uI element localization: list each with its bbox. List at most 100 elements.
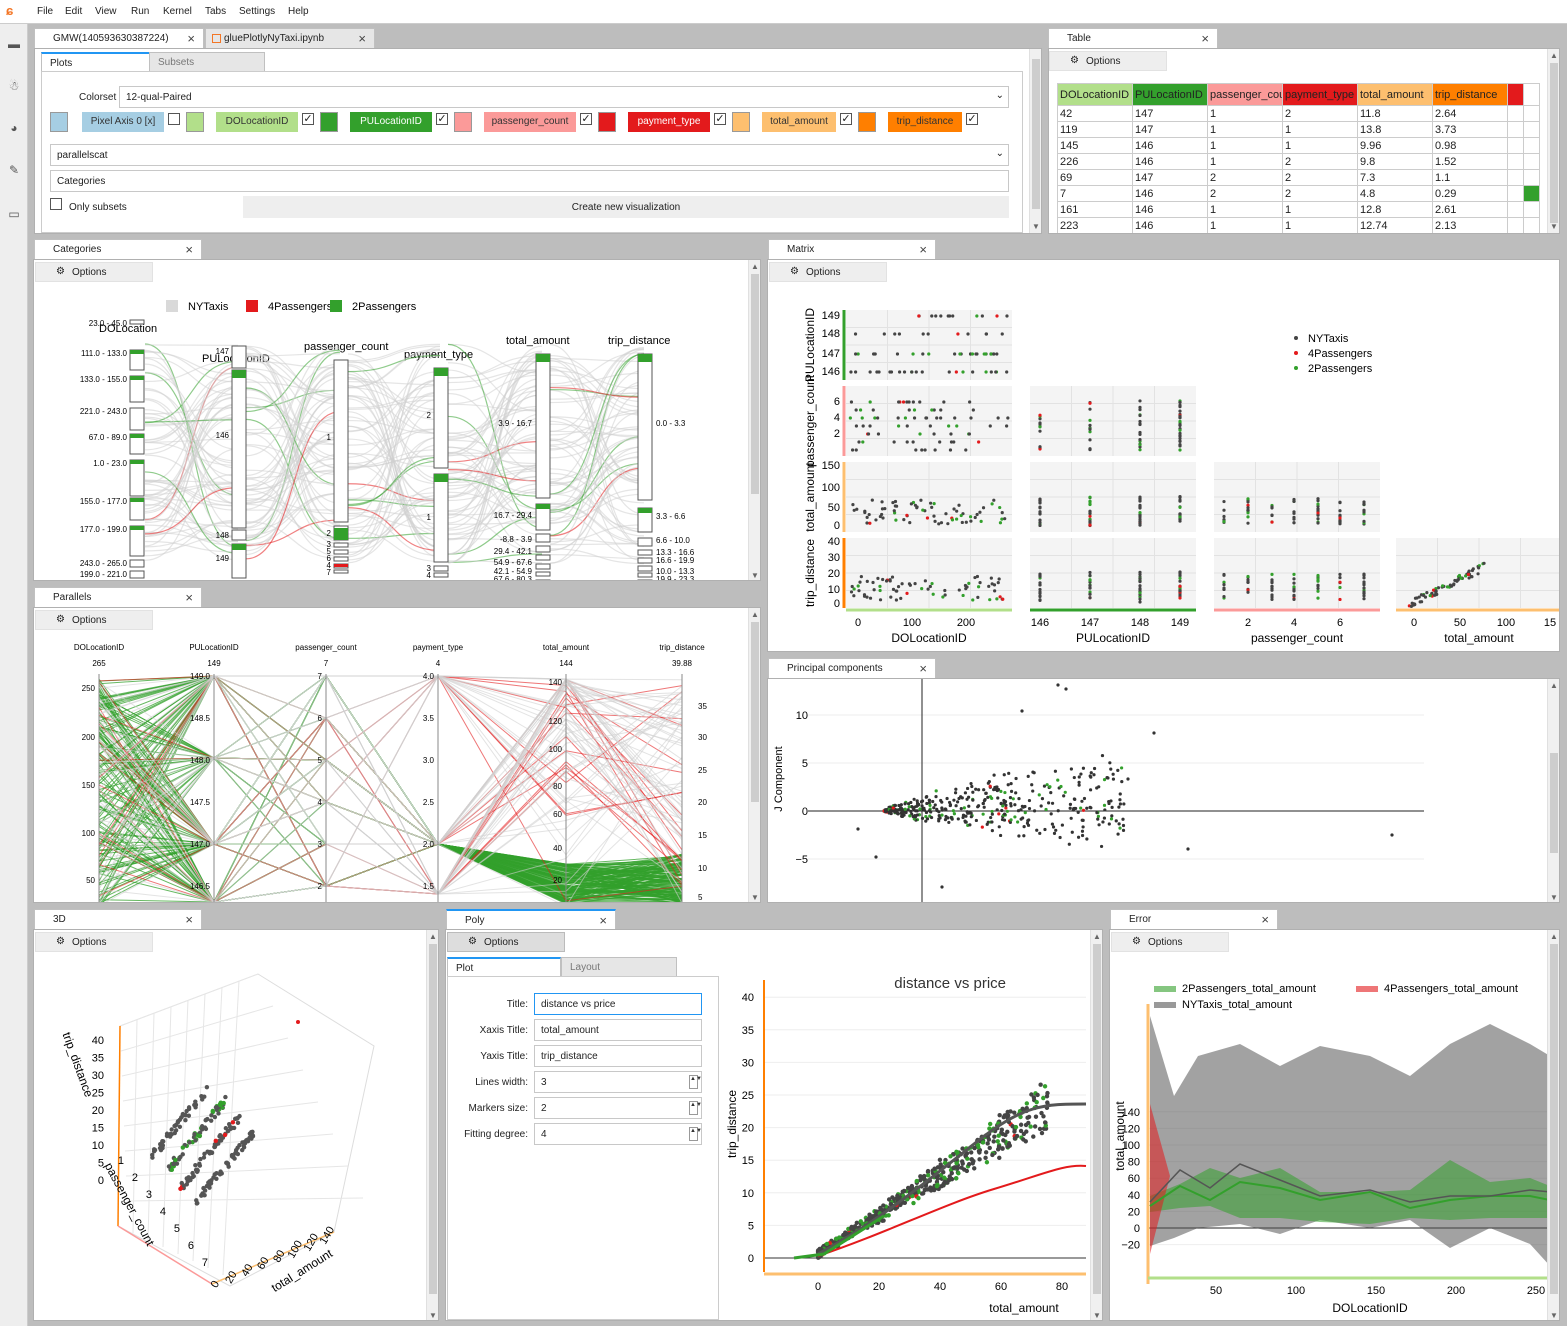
- menu-kernel[interactable]: Kernel: [163, 6, 192, 17]
- tab-plots[interactable]: Plots: [41, 52, 151, 72]
- close-icon[interactable]: ×: [919, 242, 927, 257]
- axis-chip-3[interactable]: passenger_count: [484, 112, 576, 132]
- table-header-cell[interactable]: payment_type: [1282, 83, 1358, 106]
- stepper-icon[interactable]: ▲▼: [689, 1101, 702, 1115]
- table-header-cell[interactable]: PULocationID: [1132, 83, 1208, 106]
- axis-checkbox-6[interactable]: ✓: [966, 113, 978, 125]
- axis-chip-6[interactable]: trip_distance: [888, 112, 962, 132]
- colorset-select[interactable]: 12-qual-Paired ⌄: [119, 86, 1009, 108]
- parallel-coordinates-chart[interactable]: DOLocationID265PULocationID149passenger_…: [34, 634, 746, 903]
- menu-run[interactable]: Run: [131, 6, 150, 17]
- tab-plot[interactable]: Plot: [447, 957, 561, 977]
- axis-chip-1[interactable]: DOLocationID: [216, 112, 298, 132]
- tab-principal-components[interactable]: Principal components ×: [768, 658, 936, 678]
- axis-chip-5[interactable]: total_amount: [762, 112, 836, 132]
- poly-field-2[interactable]: trip_distance: [534, 1045, 702, 1067]
- scrollbar[interactable]: ▼: [1029, 49, 1041, 233]
- threed-options-button[interactable]: ⚙ Options: [35, 932, 153, 952]
- tab-categories[interactable]: Categories ×: [34, 239, 202, 259]
- menu-help[interactable]: Help: [288, 6, 309, 17]
- close-icon[interactable]: ×: [185, 242, 193, 257]
- poly-field-5[interactable]: 4 ▲▼: [534, 1123, 702, 1145]
- scrollbar[interactable]: ▲ ▼: [1547, 930, 1559, 1320]
- axis-checkbox-5[interactable]: ✓: [840, 113, 852, 125]
- tab-error[interactable]: Error ×: [1110, 909, 1278, 929]
- axis-chip-0[interactable]: Pixel Axis 0 [x]: [82, 112, 164, 132]
- scrollbar[interactable]: ▲ ▼: [748, 260, 760, 580]
- axis-checkbox-3[interactable]: ✓: [580, 113, 592, 125]
- scrollbar[interactable]: ▲ ▼: [1090, 930, 1102, 1320]
- poly-field-1[interactable]: total_amount: [534, 1019, 702, 1041]
- tab-layout[interactable]: Layout: [561, 957, 677, 977]
- palette-icon[interactable]: ◕: [10, 121, 18, 135]
- color-swatch[interactable]: [598, 112, 616, 132]
- table-row[interactable]: 42 147 1 2 11.8 2.64: [1057, 105, 1540, 122]
- close-icon[interactable]: ×: [358, 31, 366, 46]
- scrollbar[interactable]: ▲ ▼: [748, 608, 760, 902]
- tab-subsets[interactable]: Subsets: [149, 52, 265, 72]
- create-visualization-button[interactable]: Create new visualization: [243, 196, 1009, 218]
- table-row[interactable]: 223 146 1 1 12.74 2.13: [1057, 217, 1540, 233]
- table-row[interactable]: 161 146 1 1 12.8 2.61: [1057, 201, 1540, 218]
- menu-edit[interactable]: Edit: [65, 6, 83, 17]
- tab-parallels[interactable]: Parallels ×: [34, 587, 202, 607]
- close-icon[interactable]: ×: [1261, 912, 1269, 927]
- color-swatch[interactable]: [186, 112, 204, 132]
- menu-view[interactable]: View: [95, 6, 117, 17]
- table-row[interactable]: 7 146 2 2 4.8 0.29: [1057, 185, 1540, 202]
- poly-options-button[interactable]: ⚙ Options: [447, 932, 565, 952]
- color-swatch[interactable]: [858, 112, 876, 132]
- error-options-button[interactable]: ⚙ Options: [1111, 932, 1229, 952]
- close-icon[interactable]: ×: [185, 590, 193, 605]
- close-icon[interactable]: ×: [599, 913, 607, 928]
- folder-icon[interactable]: ▬: [8, 37, 20, 51]
- error-band-chart[interactable]: 2Passengers_total_amount 4Passengers_tota…: [1110, 956, 1548, 1320]
- tab-table[interactable]: Table ×: [1048, 28, 1218, 48]
- axis-chip-4[interactable]: payment_type: [628, 112, 710, 132]
- color-swatch[interactable]: [732, 112, 750, 132]
- table-row[interactable]: 226 146 1 2 9.8 1.52: [1057, 153, 1540, 170]
- poly-field-4[interactable]: 2 ▲▼: [534, 1097, 702, 1119]
- scrollbar[interactable]: ▲ ▼: [1547, 49, 1559, 233]
- table-options-button[interactable]: ⚙ Options: [1049, 51, 1167, 71]
- scrollbar[interactable]: ▲ ▼: [1547, 679, 1559, 902]
- plot-type-select[interactable]: parallelscat ⌄: [50, 144, 1009, 166]
- tabs-icon[interactable]: ▭: [8, 207, 20, 221]
- table-header-cell[interactable]: passenger_count: [1207, 83, 1283, 106]
- plot-name-input[interactable]: Categories: [50, 170, 1009, 192]
- stepper-icon[interactable]: ▲▼: [689, 1127, 702, 1141]
- parallels-options-button[interactable]: ⚙ Options: [35, 610, 153, 630]
- axis-checkbox-0[interactable]: [168, 113, 180, 125]
- table-header-cell[interactable]: DOLocationID: [1057, 83, 1133, 106]
- running-icon[interactable]: ☃: [8, 79, 20, 93]
- close-icon[interactable]: ×: [1201, 31, 1209, 46]
- close-icon[interactable]: ×: [919, 661, 927, 676]
- color-swatch[interactable]: [454, 112, 472, 132]
- tab-poly[interactable]: Poly ×: [446, 909, 616, 929]
- axis-chip-2[interactable]: PULocationID: [350, 112, 432, 132]
- menu-file[interactable]: File: [37, 6, 54, 17]
- axis-checkbox-1[interactable]: ✓: [302, 113, 314, 125]
- scrollbar[interactable]: ▲ ▼: [426, 930, 438, 1320]
- color-swatch[interactable]: [320, 112, 338, 132]
- only-subsets-checkbox[interactable]: [50, 198, 62, 210]
- close-icon[interactable]: ×: [185, 912, 193, 927]
- tab-matrix[interactable]: Matrix ×: [768, 239, 936, 259]
- color-swatch[interactable]: [50, 112, 68, 132]
- tab-3d[interactable]: 3D ×: [34, 909, 202, 929]
- parallel-categories-chart[interactable]: NYTaxis 4Passengers 2PassengersDOLocationP…: [34, 284, 746, 581]
- table-row[interactable]: 69 147 2 2 7.3 1.1: [1057, 169, 1540, 186]
- close-icon[interactable]: ×: [187, 31, 195, 46]
- poly-field-0[interactable]: distance vs price: [534, 993, 702, 1015]
- poly-field-3[interactable]: 3 ▲▼: [534, 1071, 702, 1093]
- table-row[interactable]: 145 146 1 1 9.96 0.98: [1057, 137, 1540, 154]
- matrix-options-button[interactable]: ⚙ Options: [769, 262, 887, 282]
- table-row[interactable]: 119 147 1 1 13.8 3.73: [1057, 121, 1540, 138]
- categories-options-button[interactable]: ⚙ Options: [35, 262, 153, 282]
- menu-settings[interactable]: Settings: [239, 6, 276, 17]
- table-header-cell[interactable]: total_amount: [1357, 83, 1433, 106]
